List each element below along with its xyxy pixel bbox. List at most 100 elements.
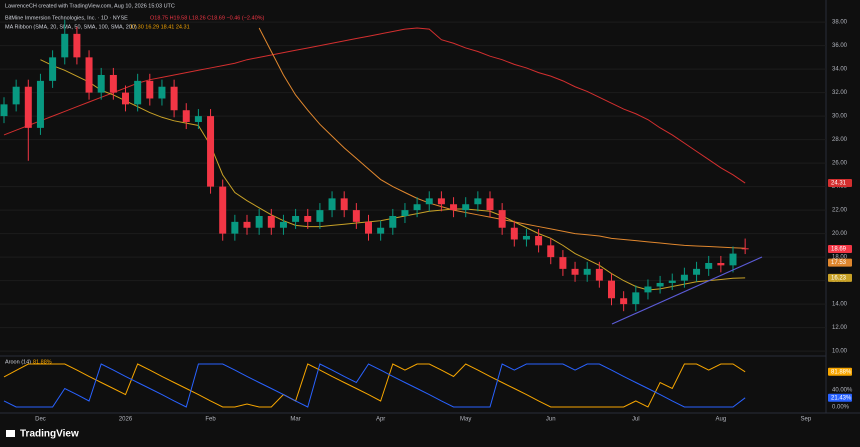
candle-body [328, 198, 336, 211]
y-tick-label: 28.00 [832, 137, 848, 143]
candle-body [705, 262, 713, 269]
candle-body [231, 221, 239, 234]
candle-body [279, 221, 287, 228]
symbol: BitMine Immersion Technologies, Inc. · 1… [5, 15, 128, 21]
candle-body [717, 262, 725, 266]
candle-body [49, 57, 57, 81]
x-tick-label: Aug [716, 417, 727, 423]
candle-body [693, 268, 701, 275]
candle-body [608, 280, 615, 299]
ohlc: O18.75 H19.58 L18.26 C18.69 −0.46 (−2.40… [150, 15, 265, 21]
price-label: 18.69 [831, 247, 847, 253]
candle-body [644, 286, 652, 293]
y-tick-label: 24.00 [832, 184, 848, 190]
candle-body [583, 268, 591, 275]
candle-body [36, 80, 44, 128]
ma-legend: MA Ribbon (SMA, 20, SMA, 50, SMA, 100, S… [5, 24, 137, 30]
candle-body [425, 198, 433, 205]
candle-body [365, 221, 372, 234]
price-label-box [828, 178, 852, 187]
y-tick-label: 0.00% [832, 405, 850, 411]
candle-body [377, 227, 385, 234]
candle-body [559, 257, 567, 269]
y-tick-label: 40.00% [832, 387, 853, 393]
y-tick-label: 18.00 [832, 255, 848, 261]
candle-body [741, 248, 749, 250]
y-tick-label: 38.00 [832, 20, 848, 26]
x-tick-label: Dec [35, 417, 46, 423]
candle-body [632, 292, 640, 305]
candle-body [73, 33, 81, 58]
candle-body [595, 268, 603, 281]
candle-body [122, 92, 129, 105]
candle-body [413, 204, 421, 211]
footer-logo: TradingView [6, 429, 79, 440]
candle-body [24, 86, 32, 128]
candle-body [267, 215, 275, 228]
x-tick-label: 2026 [119, 417, 133, 423]
y-tick-label: 30.00 [832, 114, 848, 120]
price-label-box [828, 393, 852, 402]
x-tick-label: Apr [376, 417, 385, 423]
moving-average [3, 27, 746, 184]
candle-body [462, 204, 470, 211]
aroon-line [3, 363, 746, 408]
candle-body [85, 57, 93, 93]
ma-values: 17.30 16.29 18.41 24.31 [130, 24, 190, 30]
attribution: LawrenceCH created with TradingView.com,… [5, 3, 175, 9]
y-tick-label: 12.00 [832, 325, 848, 331]
candle-body [474, 198, 482, 205]
x-tick-label: Feb [205, 417, 216, 423]
candle-body [340, 198, 348, 211]
candle-body [352, 210, 360, 222]
candle-body [0, 104, 8, 117]
price-label: 81.88% [831, 369, 852, 375]
aroon-line [3, 363, 746, 408]
logo-icon [6, 430, 15, 437]
y-tick-label: 20.00 [832, 231, 848, 237]
candle-body [304, 215, 312, 222]
candle-body [158, 86, 166, 99]
candle-body [170, 86, 178, 111]
candle-body [194, 116, 202, 122]
candle-body [12, 86, 20, 105]
price-label: 16.23 [831, 275, 847, 281]
trendline [611, 256, 763, 325]
candle-body [571, 268, 579, 275]
candle-body [389, 215, 397, 228]
candle-body [292, 215, 300, 222]
price-label-box [828, 367, 852, 376]
x-tick-label: May [460, 417, 471, 423]
brand: TradingView [20, 429, 79, 440]
candle-body [437, 198, 445, 205]
y-tick-label: 34.00 [832, 67, 848, 73]
candle-body [219, 186, 227, 234]
y-tick-label: 26.00 [832, 161, 848, 167]
y-tick-label: 22.00 [832, 208, 848, 214]
price-label: 21.43% [831, 395, 852, 401]
candle-body [316, 210, 324, 222]
x-tick-label: Jun [546, 417, 556, 423]
candle-body [134, 80, 142, 105]
candle-body [450, 204, 458, 211]
x-tick-label: Mar [290, 417, 300, 423]
candle-body [547, 245, 555, 258]
aroon-value: 81.88% [33, 359, 52, 365]
candle-body [243, 221, 251, 228]
price-label-box [828, 273, 852, 282]
candle-body [656, 282, 664, 287]
y-tick-label: 36.00 [832, 43, 848, 49]
candle-body [729, 253, 737, 266]
y-tick-label: 32.00 [832, 90, 848, 96]
candle-body [498, 210, 506, 228]
candle-body [182, 110, 190, 122]
candle-body [620, 298, 628, 305]
candle-body [680, 274, 688, 281]
candle-body [97, 74, 105, 93]
candle-body [61, 33, 69, 58]
price-label: 17.53 [831, 260, 847, 266]
candle-body [255, 215, 263, 228]
